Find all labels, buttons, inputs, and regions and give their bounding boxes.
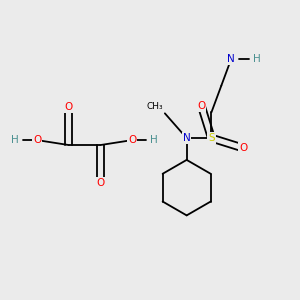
- Text: H: H: [150, 135, 158, 145]
- Text: S: S: [208, 133, 215, 143]
- Text: N: N: [183, 133, 190, 143]
- Text: O: O: [128, 135, 136, 145]
- Text: H: H: [11, 135, 19, 145]
- Text: O: O: [64, 102, 73, 112]
- Text: O: O: [197, 101, 206, 111]
- Text: H: H: [253, 54, 261, 64]
- Text: O: O: [239, 143, 247, 153]
- Text: N: N: [227, 54, 235, 64]
- Text: CH₃: CH₃: [146, 102, 163, 111]
- Text: O: O: [33, 135, 41, 145]
- Text: O: O: [96, 178, 105, 188]
